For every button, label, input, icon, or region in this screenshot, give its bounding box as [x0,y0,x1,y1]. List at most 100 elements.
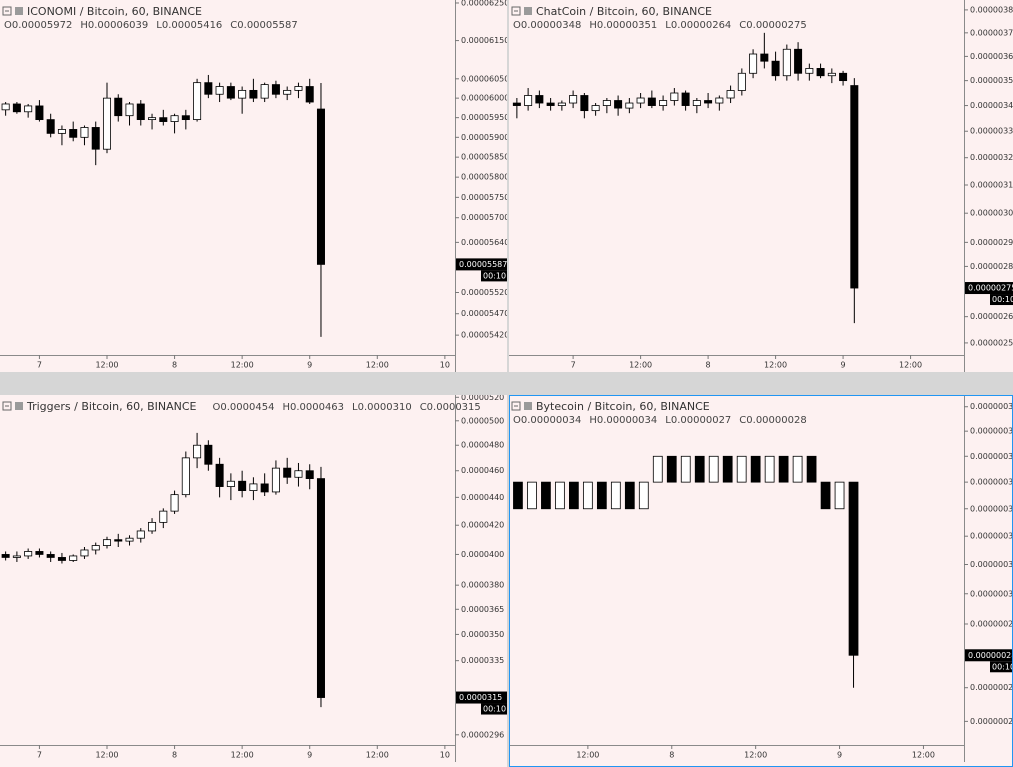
candle-body [850,85,859,289]
x-tick-label: 8 [669,751,674,760]
candle-body [680,455,691,483]
x-tick-label: 12:00 [366,361,389,370]
x-tick-label: 12:00 [231,751,254,760]
candle-body [24,105,33,113]
candle-body [848,481,859,656]
candle-body [170,115,179,122]
candle-body [778,455,789,483]
y-tick-label: 0.00005750 [461,193,509,202]
chart-title[interactable]: ChatCoin / Bitcoin, 60, BINANCE [536,5,712,18]
last-price-marker [456,258,507,271]
candle-body [91,545,100,551]
chart-title[interactable]: Triggers / Bitcoin, 60, BINANCE [26,400,197,413]
candle-body [316,478,325,698]
candle-body [692,100,701,106]
candle-body [46,119,55,134]
y-tick-label: 0.00000027 [970,683,1013,692]
y-tick-label: 0.0000335 [461,656,504,665]
candle-body [148,521,157,532]
panel-background [0,395,507,767]
candle-body [215,463,224,487]
y-tick-label: 0.0000296 [461,730,504,739]
x-tick-label: 7 [571,361,576,370]
candle-body [726,90,735,99]
candle-body [294,470,303,478]
y-tick-label: 0.00000266 [970,312,1013,321]
candle-body [527,481,537,510]
last-price-label: 0.00000028 [968,651,1013,660]
countdown-label: 00:10 [483,705,506,714]
candle-body [35,105,44,121]
y-tick-label: 0.00000034 [970,478,1013,487]
y-tick-label: 0.0000480 [461,441,504,450]
y-tick-label: 0.00005950 [461,113,509,122]
candle-body [204,444,213,465]
chart-panel[interactable]: 0.0000520 0.0000500 0.0000480 0.0000460 0.00… [0,393,508,767]
countdown-label: 00:10 [992,662,1013,671]
y-tick-label: 0.00000282 [970,262,1013,271]
x-tick-label: 9 [837,751,842,760]
ohlc-label: O0.00000034 [513,415,581,426]
candle-body [159,117,168,122]
ohlc-label: H0.00000034 [589,415,657,426]
y-tick-label: 0.0000420 [461,521,504,530]
x-tick-label: 12:00 [899,361,922,370]
chart-title[interactable]: Bytecoin / Bitcoin, 60, BINANCE [536,400,710,413]
candle-body [782,48,791,77]
candle-body [91,127,100,150]
candle-body [582,481,593,510]
y-tick-label: 0.0000520 [461,393,504,402]
candle-body [737,72,746,91]
y-tick-label: 0.00000036 [970,427,1013,436]
countdown-label: 00:10 [483,271,506,280]
candle-body [834,481,845,510]
candle-body [805,68,814,74]
candle-body [764,455,775,483]
ohlc-label: L0.00005416 [156,20,222,31]
candle-body [193,444,202,459]
candle-body [260,483,269,493]
chart-title[interactable]: ICONOMI / Bitcoin, 60, BINANCE [27,5,202,18]
candle-body [624,481,635,510]
y-tick-label: 0.00006250 [461,0,509,7]
collapse-icon [511,6,521,16]
chart-panel[interactable]: 0.00006250 0.00006150 0.00006050 0.00006000… [0,0,509,393]
candle-body [136,103,145,121]
candle-body [806,455,817,483]
y-tick-label: 0.00006150 [461,36,509,45]
x-tick-label: 12:00 [95,361,118,370]
candle-body [125,537,134,542]
y-tick-label: 0.00000026 [970,717,1013,726]
last-price-marker [965,649,1013,662]
countdown-background [990,661,1013,673]
candle-body [136,530,145,539]
ohlc-label: O0.0000454 [212,402,274,413]
candle-body [666,455,677,483]
candle-body [569,95,578,104]
candle-body [24,551,33,557]
candle-body [659,100,668,106]
y-tick-label: 0.00005420 [461,331,509,340]
countdown-label: 00:10 [992,295,1013,304]
x-tick-label: 7 [37,751,42,760]
candle-body [736,455,747,483]
candle-body [80,127,89,138]
x-tick-label: 12:00 [764,361,787,370]
candle-body [170,494,179,512]
x-tick-label: 7 [37,361,42,370]
candle-body [569,481,579,510]
candle-body [260,84,269,99]
chart-panel[interactable]: 0.00000037 0.00000036 0.00000035 0.00000034… [509,395,1013,767]
panel-background [509,395,1013,767]
candle-body [513,481,523,510]
ohlc-label: O0.00005972 [4,20,72,31]
x-tick-label: 12:00 [576,751,599,760]
symbol-icon [15,7,23,15]
ohlc-label: C0.00000028 [739,415,806,426]
candle-body [546,102,555,106]
y-tick-label: 0.0000400 [461,550,504,559]
